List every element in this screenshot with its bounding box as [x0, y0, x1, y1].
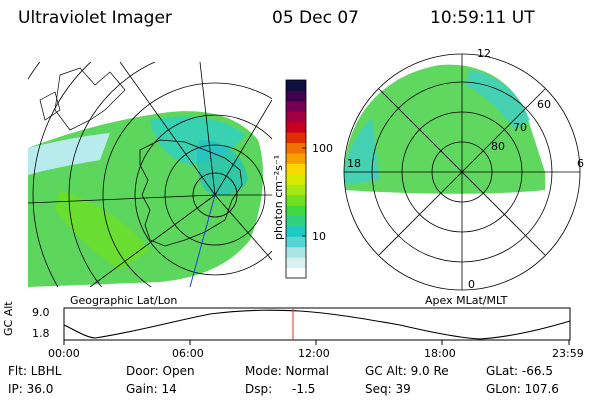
- apex-lat-70: 70: [513, 121, 527, 134]
- altitude-xtick-1800: 18:00: [424, 347, 456, 360]
- dsp-label: Dsp:: [245, 382, 273, 396]
- altitude-xtick-1200: 12:00: [298, 347, 330, 360]
- colorbar-segment: [286, 236, 306, 248]
- dsp-value: -1.5: [292, 382, 316, 396]
- altitude-plot-frame: [63, 307, 571, 341]
- apex-lat-80: 80: [491, 140, 505, 153]
- colorbar: [286, 80, 306, 279]
- colorbar-segment: [286, 184, 306, 196]
- seq-info: Seq: 39: [365, 382, 411, 396]
- colorbar-unit-label: photon cm⁻²s⁻¹: [272, 154, 285, 240]
- colorbar-segment: [286, 152, 306, 164]
- colorbar-segment: [286, 205, 306, 216]
- glat-info: GLat: -66.5: [486, 364, 553, 378]
- colorbar-segment: [286, 246, 306, 258]
- door-info: Door: Open: [126, 364, 195, 378]
- colorbar-segment: [286, 111, 306, 123]
- colorbar-segment: [286, 163, 306, 175]
- apex-panel-label: Apex MLat/MLT: [425, 294, 508, 307]
- altitude-xtick-0600: 06:00: [172, 347, 204, 360]
- apex-lat-60: 60: [537, 98, 551, 111]
- gc-alt-info: GC Alt: 9.0 Re: [365, 364, 449, 378]
- colorbar-segment: [286, 173, 306, 185]
- instrument-title: Ultraviolet Imager: [18, 8, 172, 28]
- apex-mlt-0: 0: [468, 278, 475, 291]
- colorbar-segment: [286, 225, 306, 237]
- altitude-xtick-2359: 23:59: [552, 347, 584, 360]
- colorbar-segment: [286, 100, 306, 112]
- altitude-axis-label: GC Alt: [2, 301, 15, 336]
- mode-info: Mode: Normal: [245, 364, 329, 378]
- colorbar-segment: [286, 90, 306, 102]
- apex-mlt-18: 18: [347, 157, 361, 170]
- apex-mlt-12: 12: [477, 47, 491, 60]
- altitude-curve: [63, 309, 571, 340]
- gain-info: Gain: 14: [126, 382, 177, 396]
- altitude-xtick-0000: 00:00: [48, 347, 80, 360]
- apex-grid: [343, 53, 581, 291]
- colorbar-segment: [286, 80, 306, 91]
- geo-panel-label: Geographic Lat/Lon: [70, 294, 178, 307]
- ip-info: IP: 36.0: [8, 382, 54, 396]
- altitude-ytick-9: 9.0: [32, 306, 50, 319]
- altitude-ytick-1_8: 1.8: [32, 327, 50, 340]
- colorbar-segment: [286, 142, 306, 154]
- colorbar-segment: [286, 121, 306, 133]
- colorbar-segment: [286, 267, 306, 279]
- apex-mlt-6: 6: [577, 157, 584, 170]
- glon-info: GLon: 107.6: [486, 382, 559, 396]
- colorbar-segment: [286, 257, 306, 269]
- colorbar-tick-10: 10: [312, 230, 326, 243]
- filter-info: Flt: LBHL: [8, 364, 62, 378]
- colorbar-segment: [286, 132, 306, 144]
- colorbar-segment: [286, 194, 306, 206]
- colorbar-segment: [286, 215, 306, 227]
- colorbar-tick-100: 100: [312, 142, 333, 155]
- time-label: 10:59:11 UT: [430, 8, 535, 28]
- date-label: 05 Dec 07: [272, 8, 359, 28]
